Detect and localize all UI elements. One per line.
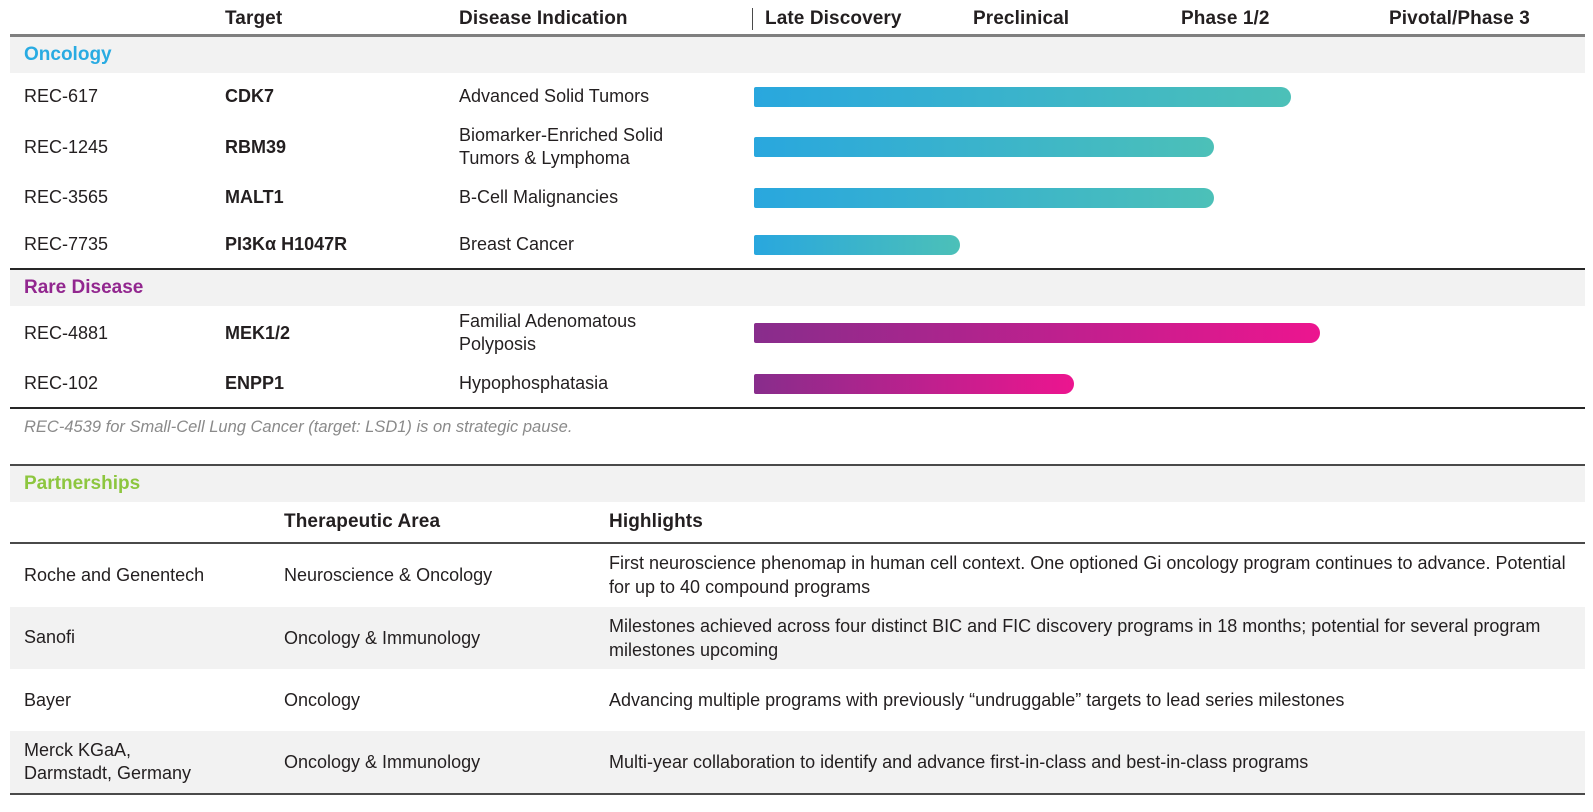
pipeline-table: Target Disease Indication Late Discovery…	[10, 4, 1585, 410]
partnership-row-bayer: Bayer Oncology Advancing multiple programs…	[10, 669, 1585, 731]
phase-column-header-pivotal-phase-3: Pivotal/Phase 3	[1389, 8, 1530, 29]
section-row-oncology: Oncology	[10, 37, 1585, 73]
partner-name-text: Merck KGaA, Darmstadt, Germany	[24, 739, 192, 784]
partner-highlights: Multi-year collaboration to identify and…	[609, 752, 1309, 773]
progress-bar	[754, 86, 1291, 107]
column-header-disease-indication: Disease Indication	[459, 7, 628, 29]
program-id: REC-1245	[24, 136, 109, 157]
program-target: ENPP1	[225, 373, 285, 394]
program-target: MEK1/2	[225, 322, 291, 343]
partner-name-text: Bayer	[24, 689, 72, 710]
partnerships-title: Partnerships	[24, 473, 141, 495]
partnerships-section-header: Partnerships	[10, 466, 1585, 503]
pipeline-row-rec-617: REC-617 CDK7 Advanced Solid Tumors	[10, 73, 1585, 120]
partnerships-table: Partnerships Therapeutic Area Highlights…	[10, 464, 1585, 796]
partner-name: Sanofi	[10, 626, 270, 649]
column-header-therapeutic-area: Therapeutic Area	[284, 511, 441, 533]
program-id: REC-3565	[24, 187, 109, 208]
section-row-rare-disease: Rare Disease	[10, 268, 1585, 307]
pipeline-body: Oncology REC-617 CDK7 Advanced Solid Tumors…	[10, 37, 1585, 407]
partner-therapeutic-area: Oncology	[284, 689, 361, 710]
partnership-row-roche-and-genentech: Roche and Genentech Neuroscience & Oncolo…	[10, 544, 1585, 607]
phase-column-header-late-discovery: Late Discovery	[765, 8, 902, 29]
program-id: REC-7735	[24, 234, 109, 255]
partner-name-text: Sanofi	[24, 627, 76, 648]
program-indication-text: B-Cell Malignancies	[459, 187, 619, 208]
program-id: REC-617	[24, 86, 99, 106]
program-target: CDK7	[225, 86, 275, 106]
program-indication-text: Familial Adenomatous Polyposis	[459, 311, 637, 355]
program-target: MALT1	[225, 187, 284, 208]
partnerships-header-row: Therapeutic Area Highlights	[10, 502, 1585, 545]
program-indication-text: Breast Cancer	[459, 234, 575, 255]
program-indication: Hypophosphatasia	[445, 372, 752, 395]
partnership-row-merck-kgaa-darmstadt-germany: Merck KGaA, Darmstadt, Germany Oncology &…	[10, 731, 1585, 794]
program-indication: Biomarker-Enriched Solid Tumors & Lympho…	[445, 124, 752, 170]
progress-bar	[754, 234, 961, 255]
partner-name: Merck KGaA, Darmstadt, Germany	[10, 739, 270, 786]
partner-highlights: Milestones achieved across four distinct…	[609, 615, 1541, 661]
pipeline-row-rec-3565: REC-3565 MALT1 B-Cell Malignancies	[10, 174, 1585, 221]
phase-column-header-phase-1-2: Phase 1/2	[1181, 8, 1270, 29]
pipeline-page: Target Disease Indication Late Discovery…	[10, 4, 1585, 796]
column-header-target: Target	[225, 8, 283, 29]
partner-therapeutic-area: Oncology & Immunology	[284, 627, 481, 648]
program-indication: Breast Cancer	[445, 233, 752, 256]
program-indication-text: Advanced Solid Tumors	[459, 85, 650, 106]
program-id: REC-102	[24, 373, 99, 394]
progress-bar	[754, 187, 1215, 208]
program-target: PI3Kα H1047R	[225, 234, 348, 255]
pipeline-row-rec-4881: REC-4881 MEK1/2 Familial Adenomatous Polyp…	[10, 306, 1585, 360]
partner-therapeutic-area: Neuroscience & Oncology	[284, 564, 493, 585]
pipeline-row-rec-102: REC-102 ENPP1 Hypophosphatasia	[10, 360, 1585, 407]
section-label-oncology: Oncology	[24, 44, 112, 65]
phase-columns-header: Late Discovery Preclinical Phase 1/2 Pivota…	[752, 8, 1585, 30]
partnerships-body: Roche and Genentech Neuroscience & Oncolo…	[10, 544, 1585, 794]
program-id: REC-4881	[24, 322, 109, 343]
program-target: RBM39	[225, 136, 287, 157]
program-indication-text: Hypophosphatasia	[459, 373, 609, 394]
partner-name: Roche and Genentech	[10, 564, 270, 587]
partnership-row-sanofi: Sanofi Oncology & Immunology Milestones ac…	[10, 606, 1585, 670]
partner-highlights: Advancing multiple programs with previou…	[609, 690, 1345, 711]
partner-therapeutic-area: Oncology & Immunology	[284, 751, 481, 772]
partner-name: Bayer	[10, 689, 270, 712]
pipeline-row-rec-7735: REC-7735 PI3Kα H1047R Breast Cancer	[10, 221, 1585, 268]
pipeline-row-rec-1245: REC-1245 RBM39 Biomarker-Enriched Solid Tu…	[10, 120, 1585, 174]
pipeline-header-row: Target Disease Indication Late Discovery…	[10, 4, 1585, 37]
program-indication: Advanced Solid Tumors	[445, 85, 752, 108]
partner-name-text: Roche and Genentech	[24, 564, 205, 585]
partner-highlights: First neuroscience phenomap in human cel…	[609, 553, 1566, 598]
progress-bar	[754, 323, 1320, 344]
phase-column-header-preclinical: Preclinical	[973, 8, 1070, 29]
program-indication: B-Cell Malignancies	[445, 186, 752, 209]
program-indication: Familial Adenomatous Polyposis	[445, 310, 752, 356]
progress-bar	[754, 137, 1215, 158]
strategic-pause-note: REC-4539 for Small-Cell Lung Cancer (tar…	[24, 418, 573, 437]
section-label-rare-disease: Rare Disease	[24, 277, 144, 299]
program-indication-text: Biomarker-Enriched Solid Tumors & Lympho…	[459, 125, 664, 169]
progress-bar	[754, 373, 1075, 394]
column-header-highlights: Highlights	[609, 511, 703, 533]
